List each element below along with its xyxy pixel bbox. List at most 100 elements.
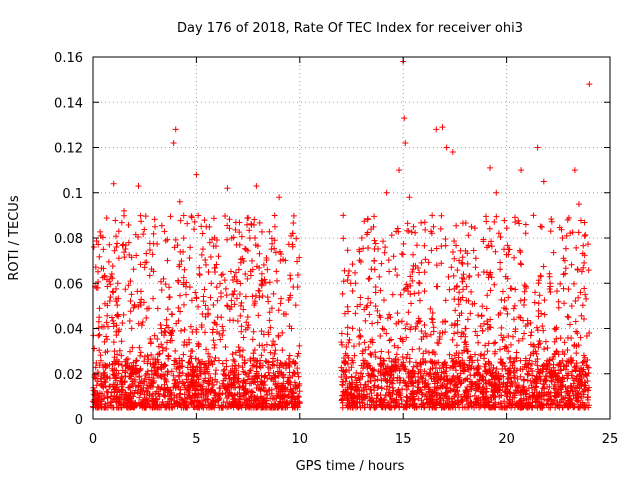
roti-point — [165, 352, 172, 359]
roti-point — [207, 254, 214, 261]
roti-point — [137, 299, 144, 306]
roti-point — [137, 212, 144, 219]
roti-point — [415, 395, 422, 402]
roti-point — [493, 213, 500, 220]
roti-point — [98, 396, 105, 403]
roti-point — [354, 388, 361, 395]
roti-point — [95, 324, 102, 331]
roti-point — [433, 262, 440, 269]
roti-point — [113, 396, 120, 403]
roti-point — [377, 314, 384, 321]
roti-point — [548, 218, 555, 225]
roti-point — [346, 336, 353, 343]
roti-point — [521, 387, 528, 394]
roti-point — [577, 289, 584, 296]
roti-point — [515, 337, 522, 344]
roti-point — [243, 404, 250, 411]
roti-point — [582, 371, 589, 378]
roti-point — [564, 347, 571, 354]
roti-point — [273, 395, 280, 402]
roti-point — [219, 323, 226, 330]
roti-point — [90, 244, 97, 251]
roti-point — [345, 272, 352, 279]
roti-point — [503, 225, 510, 232]
y-axis-label: ROTI / TECUs — [7, 195, 22, 280]
roti-point — [187, 323, 194, 330]
roti-point — [567, 396, 574, 403]
roti-point — [487, 164, 494, 171]
roti-point — [253, 263, 260, 270]
roti-point — [236, 396, 243, 403]
roti-point — [91, 374, 98, 381]
roti-point — [376, 273, 383, 280]
roti-point — [191, 404, 198, 411]
y-tick-label: 0.08 — [54, 232, 83, 247]
roti-point — [445, 403, 452, 410]
roti-point — [121, 207, 128, 214]
roti-point — [456, 404, 463, 411]
roti-point — [457, 399, 464, 406]
roti-point — [171, 377, 178, 384]
roti-point — [275, 332, 282, 339]
roti-point — [522, 230, 529, 237]
roti-point — [252, 292, 259, 299]
roti-point — [244, 314, 251, 321]
roti-point — [474, 378, 481, 385]
roti-point — [492, 248, 499, 255]
roti-point — [235, 371, 242, 378]
roti-point — [537, 376, 544, 383]
roti-point — [543, 360, 550, 367]
roti-point — [578, 312, 585, 319]
roti-point — [188, 214, 195, 221]
roti-point — [123, 393, 130, 400]
roti-point — [209, 326, 216, 333]
roti-point — [484, 318, 491, 325]
roti-point — [422, 358, 429, 365]
roti-point — [568, 360, 575, 367]
roti-point — [276, 364, 283, 371]
roti-point — [196, 400, 203, 407]
roti-point — [368, 352, 375, 359]
roti-point — [162, 393, 169, 400]
roti-point — [119, 378, 126, 385]
roti-point — [380, 238, 387, 245]
roti-point — [410, 393, 417, 400]
roti-point — [459, 254, 466, 261]
roti-point — [161, 361, 168, 368]
roti-point — [365, 344, 372, 351]
roti-point — [421, 321, 428, 328]
roti-point — [236, 229, 243, 236]
roti-point — [256, 250, 263, 257]
roti-point — [268, 305, 275, 312]
roti-point — [348, 385, 355, 392]
roti-point — [452, 367, 459, 374]
roti-point — [148, 351, 155, 358]
roti-point — [179, 357, 186, 364]
roti-point — [428, 315, 435, 322]
roti-point — [282, 360, 289, 367]
roti-point — [420, 400, 427, 407]
roti-point — [258, 378, 265, 385]
roti-point — [229, 351, 236, 358]
y-tick-label: 0 — [75, 413, 83, 428]
roti-point — [423, 391, 430, 398]
roti-point — [583, 295, 590, 302]
roti-point — [371, 237, 378, 244]
roti-point — [522, 361, 529, 368]
roti-point — [546, 273, 553, 280]
roti-point — [201, 217, 208, 224]
roti-point — [143, 315, 150, 322]
roti-point — [159, 398, 166, 405]
roti-point — [344, 303, 351, 310]
roti-point — [93, 360, 100, 367]
roti-point — [196, 359, 203, 366]
roti-point — [449, 398, 456, 405]
roti-point — [125, 399, 132, 406]
roti-point — [219, 360, 226, 367]
roti-point — [462, 247, 469, 254]
roti-point — [213, 261, 220, 268]
roti-point — [97, 232, 104, 239]
roti-point — [198, 391, 205, 398]
roti-point — [261, 400, 268, 407]
roti-point — [517, 260, 524, 267]
